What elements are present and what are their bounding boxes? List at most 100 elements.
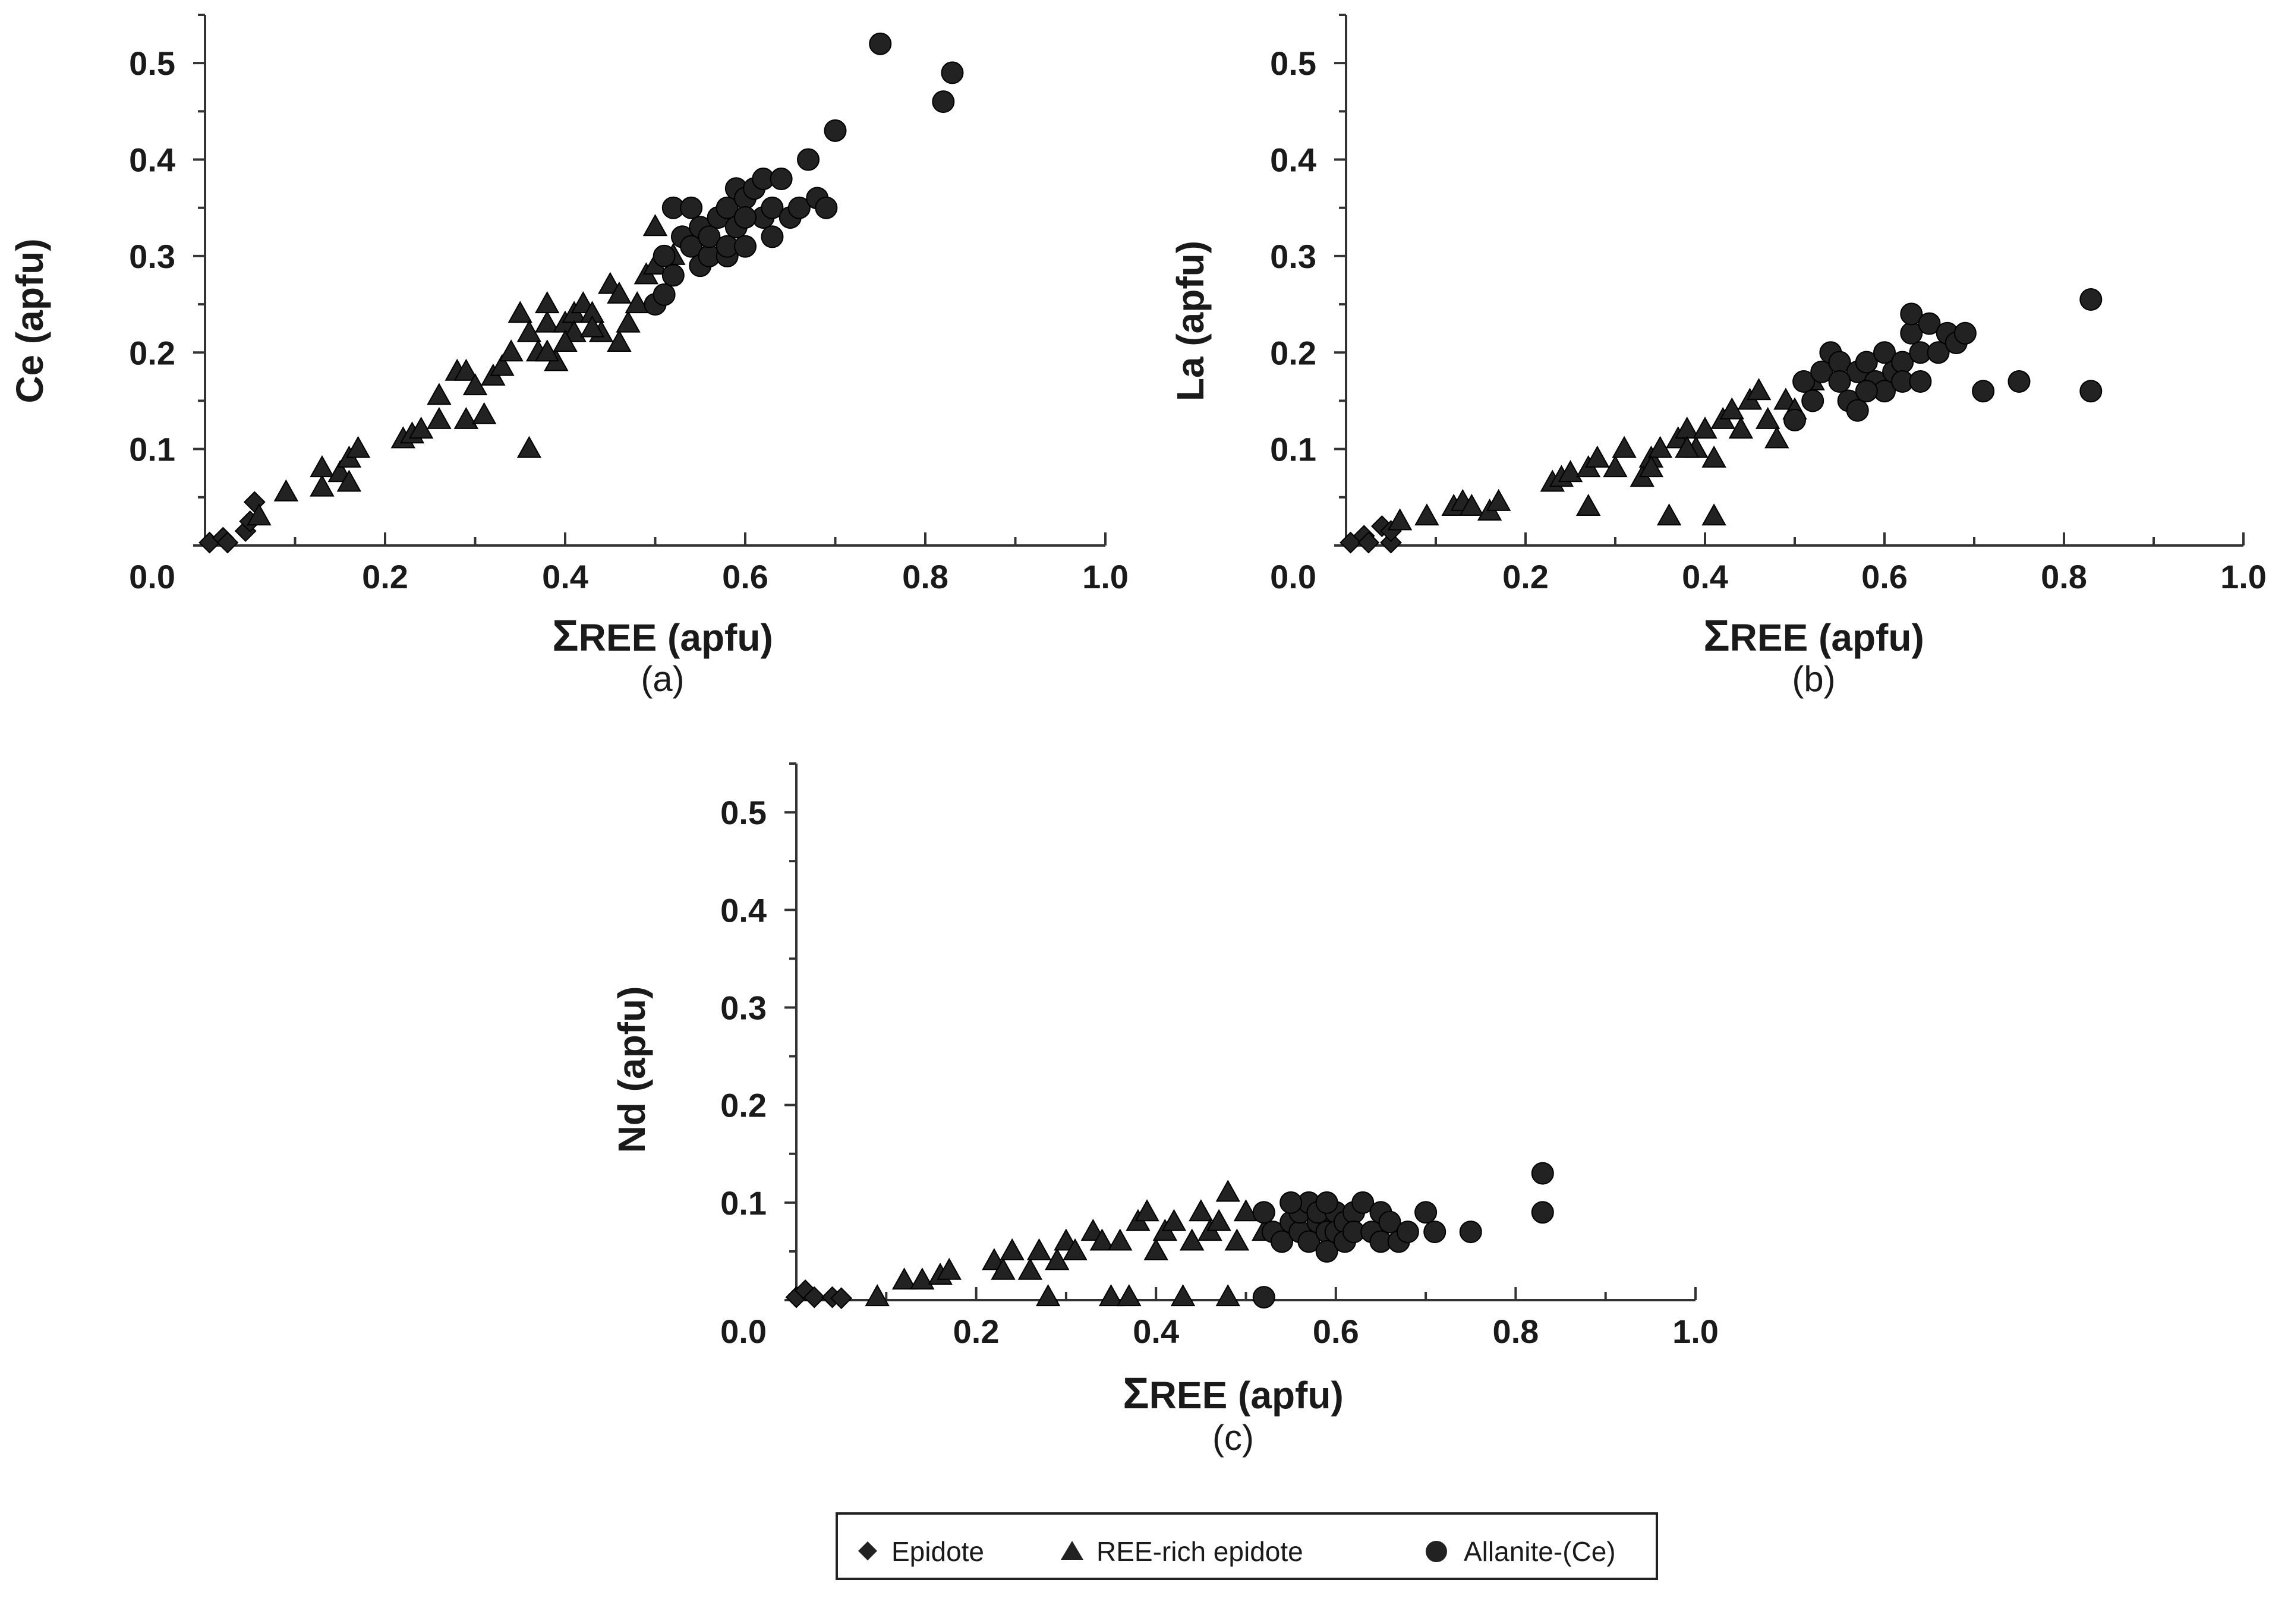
data-point-allanite: [734, 206, 757, 229]
y-tick-label: 0.0: [129, 558, 175, 595]
data-point-ree-rich-epidote: [607, 329, 632, 352]
data-point-allanite: [734, 235, 757, 258]
data-point-allanite: [2007, 370, 2031, 393]
data-point-ree-rich-epidote: [1486, 488, 1511, 511]
data-point-ree-rich-epidote: [1233, 1199, 1259, 1222]
sigma-symbol: Σ: [1123, 1368, 1149, 1418]
legend-label: Allanite-(Ce): [1464, 1536, 1616, 1567]
data-point-allanite: [869, 32, 892, 55]
data-point-ree-rich-epidote: [273, 479, 299, 502]
data-point-allanite: [716, 196, 739, 219]
data-point-allanite: [680, 196, 703, 219]
data-point-ree-rich-epidote: [1107, 1228, 1133, 1251]
data-point-ree-rich-epidote: [1693, 417, 1717, 439]
data-point-allanite: [1855, 380, 1878, 403]
panel-a: 0.2 0.4 0.6 0.8 1.0 0.1 0.2 0.3 0.4 0.5 0.0 Ce (ap…: [8, 14, 1129, 699]
legend-label: REE-rich epidote: [1096, 1536, 1303, 1567]
data-point-ree-rich-epidote: [310, 474, 335, 497]
data-point-allanite: [1297, 1230, 1321, 1253]
data-point-allanite: [1252, 1286, 1275, 1309]
y-tick-label: 0.4: [720, 891, 767, 929]
data-point-epidote: [216, 531, 239, 554]
x-tick-label: 0.4: [1682, 558, 1728, 595]
data-point-ree-rich-epidote: [1215, 1284, 1240, 1307]
data-point-allanite: [1531, 1162, 1554, 1185]
y-tick-label: 0.3: [1270, 238, 1316, 275]
data-point-ree-rich-epidote: [345, 436, 371, 458]
data-point-ree-rich-epidote: [1647, 436, 1673, 458]
panel-label: (a): [641, 659, 684, 699]
data-point-allanite: [1972, 380, 1995, 403]
data-point-allanite: [1414, 1201, 1438, 1224]
data-point-ree-rich-epidote: [1585, 445, 1610, 468]
data-point-ree-rich-epidote: [508, 301, 532, 323]
data-point-ree-rich-epidote: [1728, 417, 1754, 439]
data-point-ree-rich-epidote: [865, 1284, 890, 1307]
data-point-allanite: [1810, 360, 1833, 383]
data-point-ree-rich-epidote: [1134, 1199, 1159, 1222]
data-point-ree-rich-epidote: [1189, 1199, 1214, 1222]
data-point-allanite: [698, 225, 721, 248]
x-axis-title-text: REE (apfu): [1730, 616, 1924, 659]
y-tick-label: 0.4: [129, 141, 175, 179]
data-point-ree-rich-epidote: [1035, 1284, 1061, 1307]
data-point-ree-rich-epidote: [1701, 445, 1726, 468]
data-point-allanite: [1459, 1221, 1482, 1244]
y-tick-label: 0.3: [720, 989, 767, 1026]
data-point-allanite: [653, 283, 676, 306]
data-point-ree-rich-epidote: [1575, 494, 1601, 516]
y-tick-label: 0.1: [720, 1184, 767, 1222]
x-tick-label: 1.0: [1672, 1313, 1719, 1350]
circle-icon: [1426, 1541, 1447, 1562]
data-point-allanite: [1846, 399, 1869, 422]
y-tick-label: 0.0: [720, 1313, 767, 1350]
data-point-ree-rich-epidote: [499, 339, 524, 362]
data-point-ree-rich-epidote: [1414, 503, 1439, 526]
x-tick-label: 0.2: [362, 558, 408, 595]
diamond-icon: [858, 1541, 877, 1560]
panel-label: (c): [1212, 1418, 1254, 1458]
data-point-allanite: [680, 235, 703, 258]
data-point-allanite: [2079, 380, 2103, 403]
data-point-ree-rich-epidote: [1701, 503, 1726, 526]
data-point-ree-rich-epidote: [427, 383, 452, 405]
x-tick-label: 0.6: [1313, 1313, 1359, 1350]
x-tick-label: 1.0: [2220, 558, 2267, 595]
data-point-allanite: [1271, 1230, 1294, 1253]
data-point-allanite: [1873, 341, 1896, 364]
sigma-symbol: Σ: [552, 611, 578, 660]
y-axis-title: La (apfu): [1169, 241, 1212, 401]
sigma-symbol: Σ: [1703, 611, 1729, 660]
data-point-ree-rich-epidote: [1098, 1284, 1124, 1307]
y-tick-label: 0.4: [1270, 141, 1316, 179]
x-axis-title-text: REE (apfu): [579, 616, 773, 659]
data-point-ree-rich-epidote: [1089, 1228, 1115, 1251]
data-point-ree-rich-epidote: [336, 469, 362, 492]
legend-box: [836, 1512, 1658, 1580]
data-point-ree-rich-epidote: [516, 320, 542, 342]
data-point-ree-rich-epidote: [1026, 1238, 1052, 1260]
data-point-allanite: [1900, 302, 1923, 326]
data-point-allanite: [1783, 408, 1806, 431]
data-point-allanite: [787, 196, 811, 219]
data-point-ree-rich-epidote: [642, 214, 668, 236]
data-point-ree-rich-epidote: [991, 1257, 1016, 1280]
data-point-ree-rich-epidote: [471, 402, 497, 424]
data-point-ree-rich-epidote: [453, 358, 479, 381]
data-point-ree-rich-epidote: [516, 436, 542, 458]
data-point-ree-rich-epidote: [1206, 1209, 1231, 1231]
data-point-epidote: [830, 1287, 853, 1310]
data-point-allanite: [1252, 1201, 1275, 1224]
data-point-ree-rich-epidote: [553, 329, 578, 352]
x-tick-label: 0.4: [1133, 1313, 1179, 1350]
data-point-ree-rich-epidote: [1017, 1257, 1043, 1280]
data-point-ree-rich-epidote: [1161, 1209, 1187, 1231]
data-point-allanite: [932, 90, 955, 113]
x-tick-label: 0.6: [722, 558, 768, 595]
data-point-ree-rich-epidote: [247, 503, 272, 526]
x-tick-label: 0.6: [1861, 558, 1908, 595]
data-point-ree-rich-epidote: [1764, 426, 1789, 449]
data-point-ree-rich-epidote: [310, 455, 335, 478]
data-point-ree-rich-epidote: [453, 406, 479, 429]
